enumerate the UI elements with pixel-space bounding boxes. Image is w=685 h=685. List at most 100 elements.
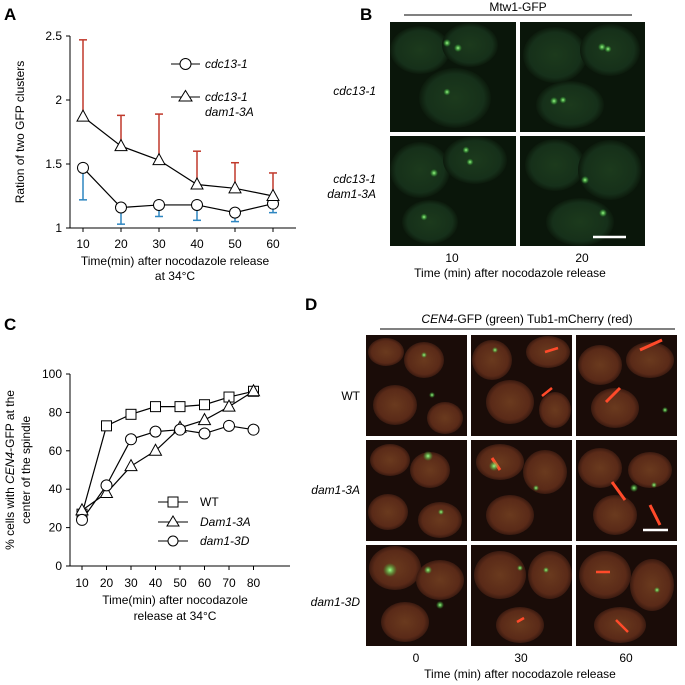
micrograph-d-r2c2 [471,440,572,541]
micrograph-d-r2c1 [366,440,467,541]
panel-c-y-label-pre: % cells with [3,484,17,550]
x-tick-label: 10 [75,576,89,590]
panel-letter-a: A [4,5,16,24]
panel-d-col-label-30: 30 [514,651,528,665]
legend-dam1-3d: dam1-3D [200,534,250,548]
data-point [223,419,235,432]
y-tick-label: 2 [55,93,62,107]
data-point [229,206,241,219]
panel-b-header: Mtw1-GFP [489,0,546,14]
data-point [198,427,211,440]
panel-d-row-label-dam1-3a: dam1-3A [311,483,360,497]
legend-triangle-marker [178,89,193,102]
panel-d-col-label-0: 0 [413,651,420,665]
legend-square-marker [167,496,179,508]
panel-letter-b: B [360,5,372,24]
legend-triangle-marker-c [166,515,180,527]
data-point [76,513,88,526]
y-tick-label: 1.5 [45,157,62,171]
data-point [152,152,166,166]
panel-d-header-rest: -GFP (green) Tub1-mCherry (red) [453,312,632,326]
panel-d-row-label-dam1-3d: dam1-3D [311,595,361,609]
panel-c-chart: 0 20 40 60 80 100 10 20 30 40 50 60 70 80 % cells wit… [3,367,290,623]
micrograph-b-r2c1 [390,136,516,246]
panel-c-y-label-line2: center of the spindle [19,416,33,524]
y-tick-label: 0 [55,559,62,573]
micrograph-d-r1c2 [471,335,572,436]
panel-a-x-label-line1: Time(min) after nocodazole release [81,254,270,268]
panel-c-legend: WT Dam1-3A dam1-3D [158,495,251,548]
data-point [124,458,138,472]
panel-c-x-label-line1: Time(min) after nocodazole [102,593,248,607]
data-point [190,176,204,190]
legend-circle-marker-c [167,535,179,547]
x-tick-label: 40 [190,237,204,251]
x-tick-label: 50 [173,576,187,590]
panel-b-x-label: Time (min) after nocodazole release [414,266,606,280]
panel-d-x-label: Time (min) after nocodazole release [424,667,616,681]
data-point [199,399,210,411]
micrograph-d-r1c3 [576,335,677,436]
y-tick-label: 60 [49,444,63,458]
data-point [197,412,212,426]
x-tick-label: 30 [124,576,138,590]
x-tick-label: 20 [100,576,114,590]
series-line [82,116,274,197]
panel-c-markers [75,383,261,526]
micrograph-d-r3c1 [366,545,467,646]
data-point [148,443,163,456]
data-point [100,479,113,492]
panel-d-micrographs: CEN4-GFP (green) Tub1-mCherry (red) [311,312,677,681]
x-tick-label: 60 [266,237,280,251]
data-point [153,198,165,211]
panel-b-micrographs: Mtw1-GFP [327,0,645,280]
panel-a-series-lines [82,116,274,214]
micrograph-b-r2c2 [520,136,645,246]
legend-wt: WT [200,495,219,509]
data-point [125,433,137,446]
panel-b-col-label-10: 10 [445,251,459,265]
panel-a-y-label: Ration of two GFP clusters [13,61,27,204]
legend-dam1-3a: dam1-3A [205,105,254,119]
panel-c-y-label-line1: % cells with CEN4-GFP at the [3,390,17,550]
data-point [246,383,261,397]
data-point [174,401,186,413]
data-point [115,201,127,214]
panel-d-col-label-60: 60 [619,651,633,665]
panel-letter-d: D [305,295,317,314]
panel-d-header: CEN4-GFP (green) Tub1-mCherry (red) [421,312,632,326]
x-tick-label: 50 [228,237,242,251]
micrograph-b-r1c2 [520,22,645,132]
y-tick-label: 20 [49,521,63,535]
micrograph-d-r2c3 [576,440,677,541]
panel-b-row-label-1: cdc13-1 [333,84,376,98]
y-tick-label: 80 [49,405,63,419]
x-tick-label: 30 [152,237,166,251]
data-point [149,425,162,438]
panel-c-x-label-line2: release at 34°C [134,609,217,623]
legend-circle-marker [179,58,192,70]
y-tick-label: 1 [55,221,62,235]
data-point [191,198,203,211]
panel-b-col-label-20: 20 [575,251,589,265]
panel-d-row-label-wt: WT [341,389,360,403]
data-point [228,180,242,194]
data-point [247,423,260,436]
panel-c-y-label-ital: CEN4 [3,452,17,484]
panel-a-ticks: 1 1.5 2 2.5 10 20 30 40 50 60 [45,29,280,251]
panel-a-legend: cdc13-1 cdc13-1 dam1-3A [171,57,254,119]
panel-b-row-label-2b: dam1-3A [327,187,376,201]
panel-c-ticks: 0 20 40 60 80 100 10 20 30 40 50 60 70 80 [42,367,261,590]
y-tick-label: 40 [49,482,63,496]
data-point [174,423,186,436]
series-line [82,167,274,214]
micrograph-b-r1c1 [390,22,516,132]
panel-a-chart: 1 1.5 2 2.5 10 20 30 40 50 60 Ration of two GFP c… [13,29,296,283]
panel-c-y-label-post: -GFP at the [3,390,17,452]
micrograph-d-r3c3 [576,545,677,646]
panel-a-markers [76,109,280,219]
panel-b-row-label-2a: cdc13-1 [333,172,376,186]
data-point [222,399,236,412]
x-tick-label: 70 [222,576,236,590]
